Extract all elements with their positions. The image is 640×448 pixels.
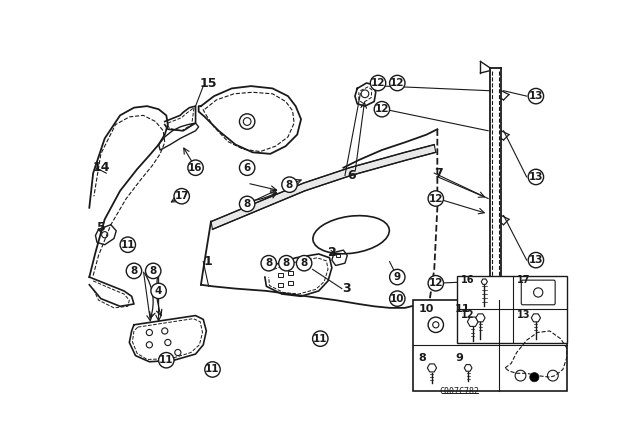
Circle shape: [428, 191, 444, 206]
Circle shape: [151, 283, 166, 299]
Circle shape: [174, 189, 189, 204]
Circle shape: [159, 353, 174, 368]
Circle shape: [528, 306, 543, 322]
Text: 13: 13: [529, 255, 543, 265]
Text: 11: 11: [120, 240, 135, 250]
Text: 11: 11: [205, 365, 220, 375]
Circle shape: [312, 331, 328, 346]
Text: 8: 8: [150, 266, 157, 276]
Polygon shape: [211, 145, 436, 229]
Circle shape: [282, 177, 297, 192]
Text: 13: 13: [517, 310, 531, 320]
Circle shape: [528, 169, 543, 185]
Text: 6: 6: [244, 163, 251, 173]
Bar: [288, 281, 292, 285]
Text: 9: 9: [455, 353, 463, 363]
Circle shape: [261, 255, 276, 271]
Text: 13: 13: [529, 309, 543, 319]
Circle shape: [120, 237, 136, 252]
Text: 8: 8: [244, 199, 251, 209]
Text: 15: 15: [200, 77, 217, 90]
Text: 12: 12: [461, 310, 475, 320]
Text: 12: 12: [374, 104, 389, 114]
Text: 12: 12: [390, 78, 404, 88]
Polygon shape: [531, 314, 541, 322]
Text: 9: 9: [394, 272, 401, 282]
Circle shape: [390, 291, 405, 306]
Bar: [278, 283, 283, 287]
Text: 5: 5: [97, 220, 106, 233]
Circle shape: [374, 102, 390, 117]
Text: 13: 13: [529, 172, 543, 182]
Text: 17: 17: [174, 191, 189, 201]
Text: 11: 11: [455, 304, 470, 314]
Text: 12: 12: [429, 278, 443, 288]
Circle shape: [528, 289, 543, 304]
Text: 10: 10: [390, 293, 404, 304]
Text: 4: 4: [155, 286, 163, 296]
Text: 11: 11: [313, 334, 328, 344]
Circle shape: [371, 75, 386, 90]
Text: 8: 8: [131, 266, 138, 276]
Text: 13: 13: [529, 91, 543, 101]
Text: 6: 6: [348, 169, 356, 182]
Text: 3: 3: [342, 282, 351, 295]
Bar: [336, 254, 340, 257]
Text: 8: 8: [286, 180, 293, 190]
Text: 1: 1: [204, 255, 212, 268]
Circle shape: [126, 263, 141, 279]
Text: 8: 8: [419, 353, 427, 363]
Circle shape: [390, 269, 405, 285]
Text: 12: 12: [371, 78, 385, 88]
Circle shape: [296, 255, 312, 271]
Circle shape: [428, 276, 444, 291]
Circle shape: [528, 252, 543, 268]
Circle shape: [188, 160, 204, 176]
Text: 8: 8: [283, 258, 290, 268]
Text: 2: 2: [328, 246, 337, 259]
Bar: [288, 271, 292, 275]
Circle shape: [239, 160, 255, 176]
Bar: [458, 276, 566, 343]
Text: 12: 12: [429, 194, 443, 203]
Text: 11: 11: [159, 355, 173, 365]
Text: 7: 7: [435, 167, 443, 180]
Polygon shape: [481, 279, 488, 284]
Circle shape: [239, 196, 255, 211]
Polygon shape: [464, 365, 472, 371]
Text: 17: 17: [517, 275, 531, 285]
Circle shape: [390, 75, 405, 90]
Circle shape: [205, 362, 220, 377]
Text: C007C782: C007C782: [439, 387, 479, 396]
Text: 8: 8: [301, 258, 308, 268]
Circle shape: [428, 314, 444, 329]
Text: 8: 8: [265, 258, 273, 268]
Polygon shape: [428, 364, 436, 372]
Text: 12: 12: [429, 317, 443, 327]
Circle shape: [279, 255, 294, 271]
Circle shape: [530, 373, 539, 382]
Text: 16: 16: [461, 275, 475, 285]
Text: 14: 14: [92, 161, 110, 174]
Polygon shape: [476, 314, 485, 322]
Text: 16: 16: [188, 163, 203, 173]
Text: 13: 13: [529, 291, 543, 302]
Bar: [413, 300, 566, 391]
Bar: [278, 273, 283, 277]
Circle shape: [528, 88, 543, 104]
Circle shape: [145, 263, 161, 279]
Text: 10: 10: [419, 304, 434, 314]
Polygon shape: [467, 317, 478, 327]
